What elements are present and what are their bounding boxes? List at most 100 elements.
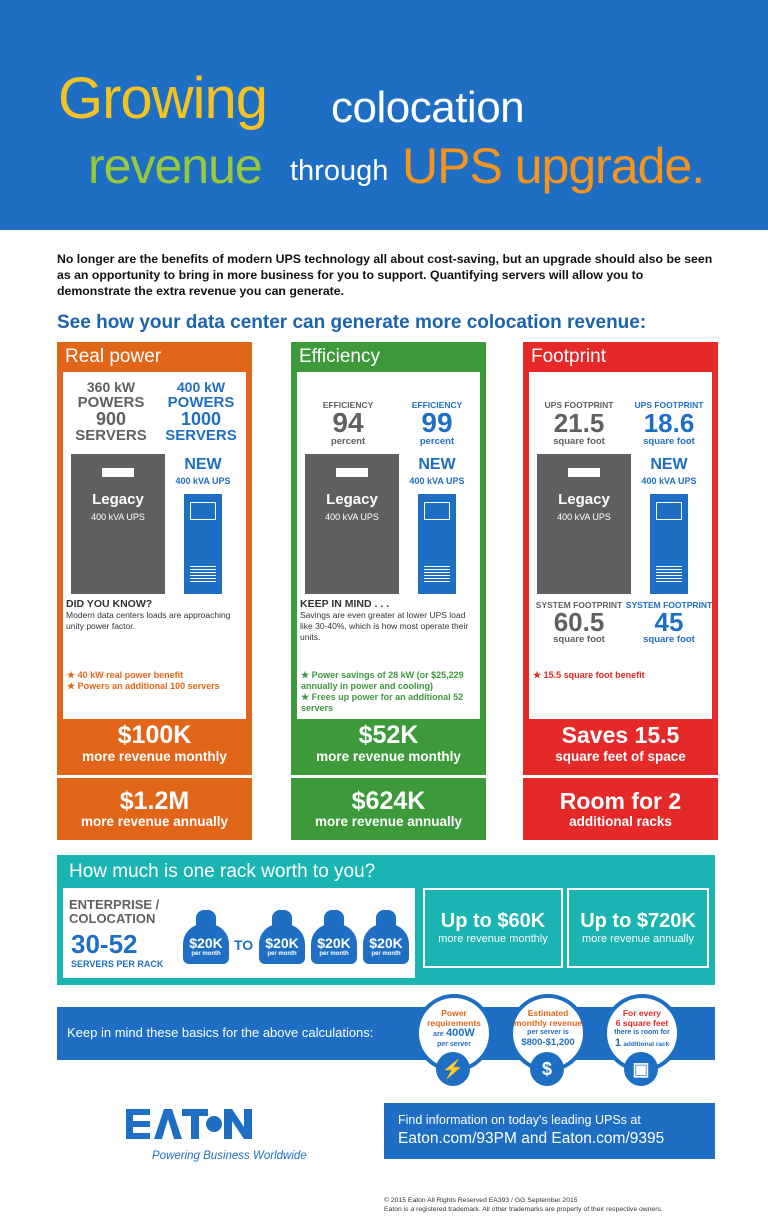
- annual-label: more revenue annually: [314, 814, 463, 829]
- to-label: TO: [234, 937, 254, 953]
- dollar-icon: $: [530, 1052, 564, 1086]
- new-fp-value: 18.6: [643, 408, 695, 438]
- annual-label: more revenue annually: [80, 814, 229, 829]
- bag-knot: [324, 910, 344, 926]
- savings-label: square feet of space: [555, 749, 686, 764]
- monthly-value: $52K: [358, 721, 419, 749]
- headline-through: through: [290, 155, 389, 187]
- monthly-revenue-label: more revenue monthly: [438, 933, 548, 945]
- badge-emphasis: 400W: [446, 1027, 475, 1039]
- badge-text: Power requirements are 400W per server: [419, 1008, 489, 1050]
- legacy-label: Legacy: [558, 491, 610, 508]
- money-bag-icon: $20K per month: [183, 910, 229, 964]
- headline-growing: Growing: [58, 66, 268, 131]
- badge-text: For every 6 square feet there is room fo…: [607, 1008, 677, 1050]
- bag-value: $20K: [189, 935, 223, 951]
- new-eff-label: EFFICIENCY: [411, 400, 463, 410]
- bag-value: $20K: [317, 935, 351, 951]
- bag-knot: [272, 910, 292, 926]
- card-title: Real power: [65, 346, 162, 367]
- trademark-line: Eaton is a registered trademark. All oth…: [384, 1206, 663, 1213]
- result-item: ★ Power savings of 28 kW (or $25,229 ann…: [301, 670, 476, 692]
- servers-per-rack-label: SERVERS PER RACK: [71, 959, 164, 969]
- badge-line: monthly revenue: [513, 1018, 583, 1028]
- note-title: DID YOU KNOW?: [66, 598, 153, 610]
- legacy-ups-slot: [568, 468, 600, 477]
- basics-bar: Keep in mind these basics for the above …: [57, 1007, 715, 1060]
- result-text: Power savings of 28 kW (or $25,229 annua…: [301, 670, 464, 691]
- legacy-ups-footprint: UPS FOOTPRINT 21.5 square foot: [533, 400, 625, 447]
- badge-line: Estimated: [527, 1008, 569, 1018]
- new-label: NEW: [418, 456, 456, 473]
- result-item: ★ 40 kW real power benefit: [67, 670, 242, 681]
- headline-ups-upgrade: UPS upgrade.: [402, 138, 705, 194]
- legacy-system-footprint: SYSTEM FOOTPRINT 60.5 square foot: [533, 600, 625, 645]
- card-title: Efficiency: [299, 346, 380, 367]
- legacy-sys-label: SYSTEM FOOTPRINT: [535, 600, 623, 610]
- bag-value: $20K: [369, 935, 403, 951]
- headline-revenue: revenue: [88, 138, 263, 194]
- note-block: DID YOU KNOW? Modern data centers loads …: [66, 598, 244, 632]
- annual-value: $1.2M: [119, 787, 190, 815]
- new-fp-label: UPS FOOTPRINT: [634, 400, 704, 410]
- results-box: ★ 40 kW real power benefit ★ Powers an a…: [63, 667, 246, 713]
- rack-worth-section: How much is one rack worth to you? ENTER…: [57, 855, 715, 985]
- headline-colocation: colocation: [331, 83, 525, 132]
- new-sys-label: SYSTEM FOOTPRINT: [625, 600, 713, 610]
- badge-line: per server is: [527, 1029, 569, 1036]
- new-sub: 400 kVA UPS: [175, 476, 231, 486]
- new-ups-screen: [424, 502, 450, 520]
- legacy-servers: SERVERS: [75, 427, 147, 444]
- result-text: Powers an additional 100 servers: [77, 681, 220, 691]
- rack-type-line2: COLOCATION: [69, 911, 156, 926]
- new-ups-vents: [190, 566, 216, 584]
- divider: [57, 775, 252, 778]
- logo-tagline: Powering Business Worldwide: [152, 1150, 307, 1162]
- legacy-fp-unit: square foot: [553, 436, 605, 447]
- divider: [523, 775, 718, 778]
- bag-per: per month: [319, 951, 349, 957]
- box-icon: ▣: [624, 1052, 658, 1086]
- star-icon: ★: [301, 670, 312, 680]
- rack-type: ENTERPRISE / COLOCATION: [69, 898, 159, 926]
- results-box: ★ 15.5 square foot benefit: [529, 667, 712, 713]
- badge-line: 6 square feet: [615, 1018, 669, 1028]
- bag-body: [311, 924, 357, 964]
- legacy-fp-value: 21.5: [553, 408, 605, 438]
- eaton-logo-mark: [126, 1109, 252, 1139]
- result-item: ★ Powers an additional 100 servers: [67, 681, 242, 692]
- legacy-servers-count: 900: [95, 409, 127, 429]
- monthly-value: $100K: [117, 721, 192, 749]
- star-icon: ★: [301, 692, 312, 702]
- new-ups-cabinet: [184, 494, 222, 594]
- new-label: NEW: [184, 456, 222, 473]
- rack-calculation: ENTERPRISE / COLOCATION 30-52 SERVERS PE…: [63, 888, 415, 978]
- results-label: RESULTS: [358, 649, 419, 664]
- badge-emphasis: 1: [614, 1037, 621, 1049]
- legacy-eff-label: EFFICIENCY: [322, 400, 374, 410]
- legacy-ups-cabinet: Legacy 400 kVA UPS: [305, 454, 399, 594]
- new-label: NEW: [650, 456, 688, 473]
- legacy-ups-slot: [336, 468, 368, 477]
- badge-text: Estimated monthly revenue per server is …: [513, 1008, 583, 1048]
- new-ups-screen: [656, 502, 682, 520]
- bag-knot: [376, 910, 396, 926]
- legacy-powers: POWERS: [77, 394, 145, 411]
- legacy-eff-unit: percent: [330, 436, 366, 447]
- card-real-power: Real power 360 kW POWERS 900 SERVERS 400…: [57, 342, 252, 840]
- new-ups-footprint: UPS FOOTPRINT 18.6 square foot: [627, 400, 711, 447]
- money-bag-icon: $20K per month: [259, 910, 305, 964]
- card-panel: EFFICIENCY 94 percent EFFICIENCY 99 perc…: [297, 372, 480, 719]
- find-url-link[interactable]: Eaton.com/93PM and Eaton.com/9395: [398, 1130, 665, 1147]
- star-icon: ★: [67, 670, 78, 680]
- card-footprint: Footprint UPS FOOTPRINT 21.5 square foot…: [523, 342, 718, 840]
- section-subheading: See how your data center can generate mo…: [57, 312, 647, 333]
- new-sys-unit: square foot: [643, 634, 695, 645]
- legacy-efficiency: EFFICIENCY 94 percent: [307, 400, 389, 447]
- legacy-ups-cabinet: Legacy 400 kVA UPS: [71, 454, 165, 594]
- new-sys-value: 45: [654, 607, 684, 637]
- new-sub: 400 kVA UPS: [641, 476, 697, 486]
- bag-body: [363, 924, 409, 964]
- annual-revenue-box: Up to $720K more revenue annually: [567, 888, 709, 968]
- new-kw: 400 kW: [176, 379, 226, 395]
